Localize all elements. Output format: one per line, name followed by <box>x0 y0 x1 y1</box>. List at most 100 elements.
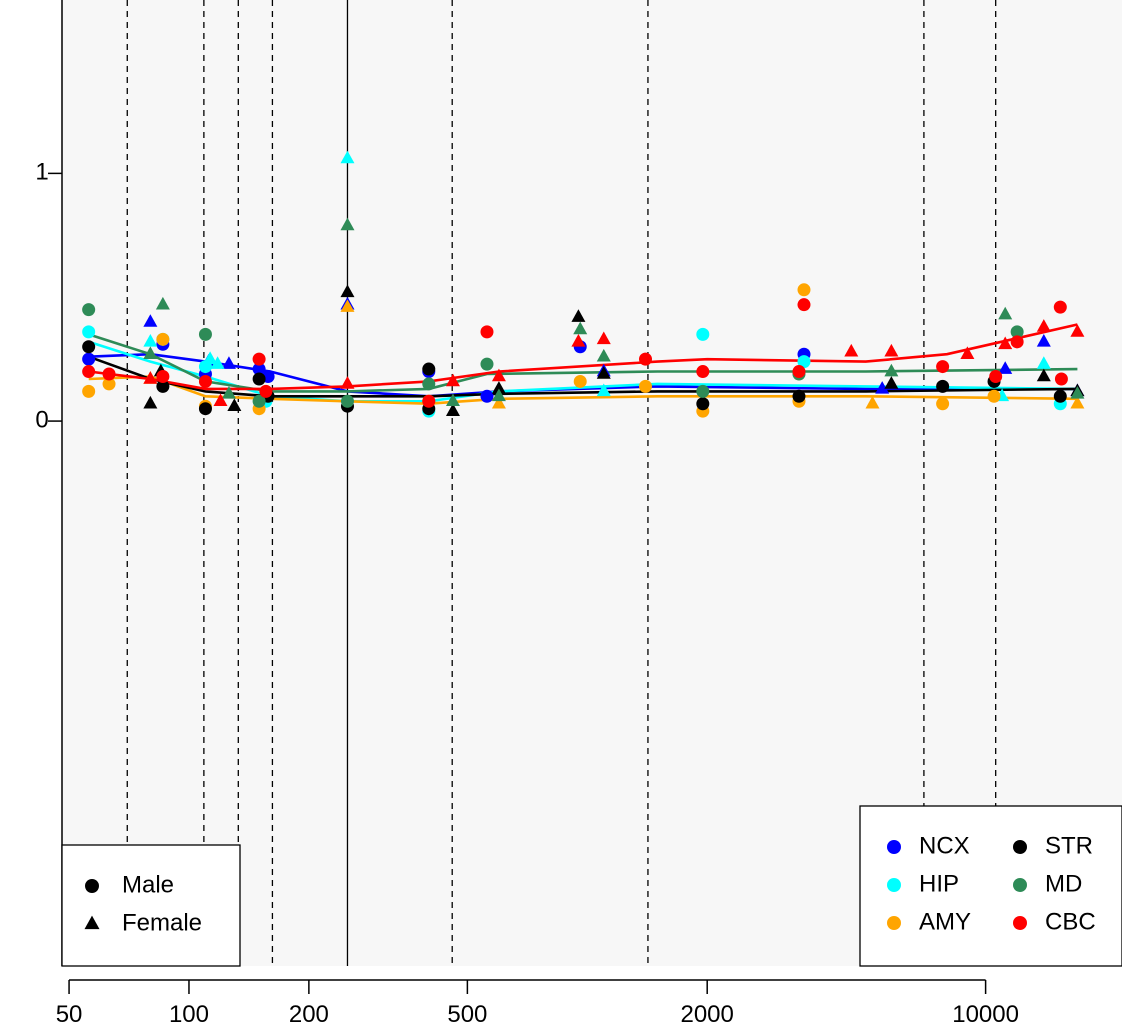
point-md-male <box>480 357 494 371</box>
legend-label-ncx: NCX <box>919 832 970 859</box>
point-cbc-female <box>960 346 975 359</box>
point-cbc-male <box>1054 372 1068 386</box>
data-points <box>82 150 1085 418</box>
legend-symbol-hip <box>887 878 901 892</box>
point-cbc-female <box>213 393 228 407</box>
point-hip-female <box>596 383 611 397</box>
legend-label-md: MD <box>1045 870 1082 897</box>
point-amy-male <box>156 332 170 346</box>
point-str-male <box>252 372 266 386</box>
legend-label-amy: AMY <box>919 908 971 935</box>
point-cbc-male <box>422 394 436 408</box>
point-ncx-female <box>1036 334 1051 347</box>
point-ncx-female <box>875 381 890 394</box>
point-str-male <box>82 340 96 354</box>
point-md-male <box>82 303 96 317</box>
point-ncx-male <box>480 389 494 403</box>
point-str-female <box>445 403 460 416</box>
y-tick-label: 1 <box>35 159 48 186</box>
point-cbc-male <box>156 369 170 383</box>
point-cbc-male <box>82 365 96 379</box>
point-md-female <box>884 363 899 377</box>
point-cbc-male <box>1010 335 1024 349</box>
point-cbc-female <box>884 343 899 357</box>
point-str-male <box>422 362 436 376</box>
point-cbc-male <box>252 352 266 366</box>
legend-symbol-str <box>1013 840 1027 854</box>
point-str-female <box>1036 368 1051 382</box>
point-md-female <box>1070 386 1085 399</box>
shape-legend-box <box>61 844 241 967</box>
y-axis: 01 <box>35 159 62 433</box>
trend-line-md <box>88 333 1078 393</box>
point-hip-female <box>143 334 158 347</box>
point-cbc-female <box>1036 319 1051 332</box>
point-cbc-female <box>998 336 1013 350</box>
legend-label-female: Female <box>122 909 202 936</box>
x-tick-label: 50 <box>56 1001 83 1028</box>
point-md-male <box>198 327 212 341</box>
point-cbc-male <box>936 360 950 374</box>
point-cbc-female <box>445 373 460 387</box>
point-hip-male <box>797 355 811 369</box>
point-md-female <box>573 321 588 335</box>
point-amy-male <box>82 384 96 398</box>
point-ncx-male <box>252 362 266 376</box>
point-md-female <box>221 386 236 399</box>
point-amy-female <box>865 395 880 409</box>
point-cbc-female <box>340 376 355 389</box>
point-amy-male <box>987 389 1001 403</box>
legend-symbol-cbc <box>1013 916 1027 930</box>
point-str-female <box>884 376 899 389</box>
point-cbc-female <box>844 343 859 357</box>
legend-label-hip: HIP <box>919 870 959 897</box>
point-ncx-female <box>221 356 236 369</box>
point-md-female <box>143 346 158 359</box>
point-cbc-female <box>1070 324 1085 337</box>
point-amy-male <box>638 379 652 393</box>
point-str-female <box>340 284 355 298</box>
trend-line-cbc <box>88 323 1078 391</box>
point-amy-male <box>102 377 116 391</box>
point-amy-female <box>491 395 506 409</box>
legend-symbol-female <box>84 915 100 930</box>
point-md-male <box>1010 325 1024 339</box>
point-str-female <box>491 381 506 394</box>
point-md-female <box>596 348 611 362</box>
point-amy-male <box>797 283 811 297</box>
point-cbc-female <box>143 371 158 384</box>
x-tick-label: 200 <box>289 1001 329 1028</box>
point-str-male <box>696 397 710 411</box>
trend-lines <box>88 323 1078 406</box>
point-cbc-female <box>596 331 611 345</box>
point-md-male <box>696 384 710 398</box>
point-hip-female <box>340 150 355 164</box>
reference-lines <box>126 0 997 966</box>
point-md-male <box>340 394 354 408</box>
legend-symbol-md <box>1013 878 1027 892</box>
point-str-male <box>156 379 170 393</box>
x-tick-label: 10000 <box>952 1001 1019 1028</box>
y-tick-label: 0 <box>35 406 48 433</box>
point-hip-female <box>1036 356 1051 369</box>
point-str-male <box>792 389 806 403</box>
point-hip-female <box>210 356 225 369</box>
point-md-female <box>491 388 506 402</box>
point-str-male <box>936 379 950 393</box>
point-md-female <box>445 393 460 407</box>
point-cbc-male <box>198 374 212 388</box>
legend-symbol-male <box>85 879 99 893</box>
point-cbc-male <box>259 384 273 398</box>
region-legend-box <box>859 805 1122 967</box>
point-cbc-male <box>797 298 811 312</box>
shape-legend: Male Female <box>61 844 241 967</box>
point-ncx-male <box>82 352 96 366</box>
x-tick-label: 500 <box>447 1001 487 1028</box>
point-md-male <box>252 394 266 408</box>
point-ncx-female <box>998 361 1013 374</box>
x-tick-label: 100 <box>169 1001 209 1028</box>
point-md-female <box>155 296 170 310</box>
point-str-female <box>571 309 586 322</box>
point-cbc-male <box>1053 300 1067 314</box>
